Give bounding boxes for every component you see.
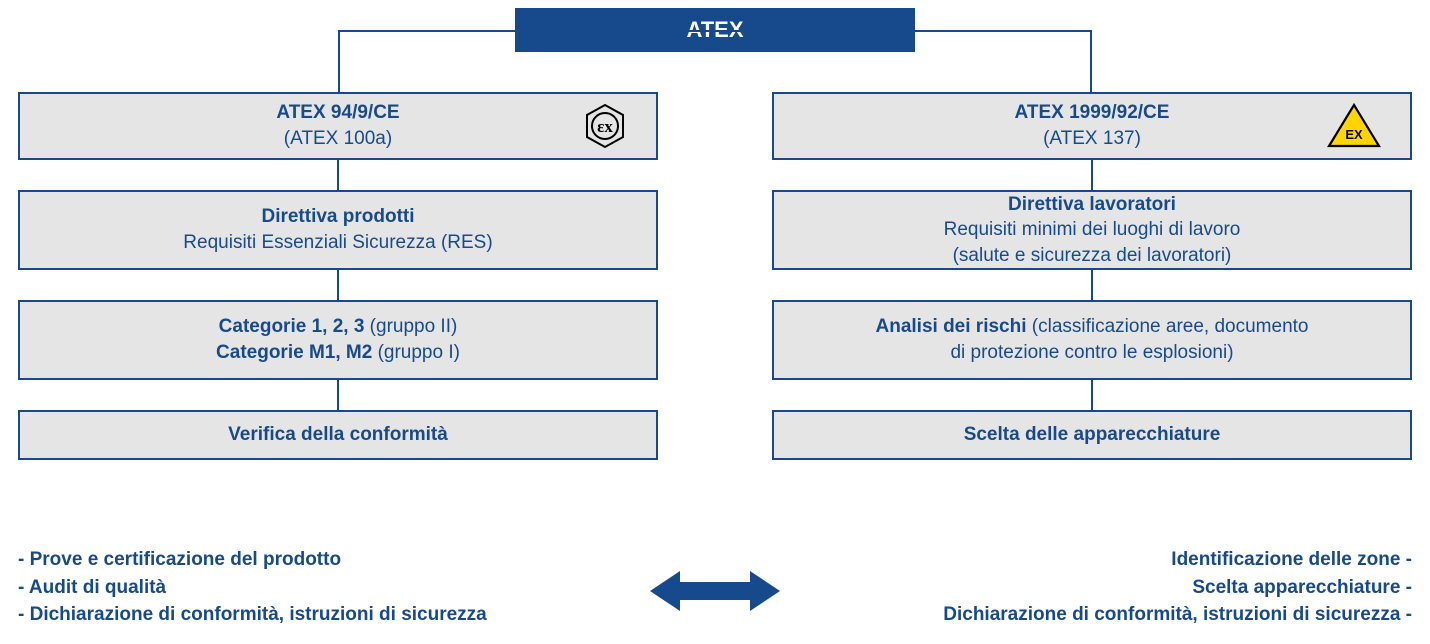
bottom-section: - Prove e certificazione del prodotto - …	[18, 546, 1412, 629]
right-header-title: ATEX 1999/92/CE	[1015, 102, 1170, 123]
bidirectional-arrow-icon	[650, 555, 780, 620]
connector-line	[1091, 160, 1093, 190]
right-body1-sub: Requisiti minimi dei luoghi di lavoro	[944, 219, 1241, 240]
bullet: - Prove e certificazione del prodotto	[18, 546, 487, 574]
left-footer-box: Verifica della conformità	[18, 410, 658, 460]
left-body1-title: Direttiva prodotti	[261, 206, 414, 227]
left-footer-title: Verifica della conformità	[34, 422, 642, 448]
right-b2-l2r: di protezione contro le esplosioni)	[950, 342, 1233, 363]
right-body1-sub2: (salute e sicurezza dei lavoratori)	[953, 245, 1232, 266]
left-body2-box: Categorie 1, 2, 3 (gruppo II) Categorie …	[18, 300, 658, 380]
right-bullets: Identificazione delle zone - Scelta appa…	[943, 546, 1412, 629]
right-branch: ATEX 1999/92/CE (ATEX 137) EX Direttiva …	[772, 92, 1412, 460]
bullet: Dichiarazione di conformità, istruzioni …	[943, 601, 1412, 629]
left-b2-l1r: (gruppo II)	[364, 316, 457, 337]
left-body1-sub: Requisiti Essenziali Sicurezza (RES)	[183, 232, 492, 253]
left-b2-l2r: (gruppo I)	[372, 342, 460, 363]
left-header-box: ATEX 94/9/CE (ATEX 100a) εx	[18, 92, 658, 160]
connector-line	[337, 160, 339, 190]
bullet: - Dichiarazione di conformità, istruzion…	[18, 601, 487, 629]
svg-text:εx: εx	[597, 117, 613, 136]
left-bullets: - Prove e certificazione del prodotto - …	[18, 546, 487, 629]
right-header-box: ATEX 1999/92/CE (ATEX 137) EX	[772, 92, 1412, 160]
left-header-title: ATEX 94/9/CE	[276, 102, 399, 123]
tree-connector	[338, 30, 1092, 92]
right-body2-box: Analisi dei rischi (classificazione aree…	[772, 300, 1412, 380]
bullet: Scelta apparecchiature -	[943, 574, 1412, 602]
bullet: - Audit di qualità	[18, 574, 487, 602]
right-body1-box: Direttiva lavoratori Requisiti minimi de…	[772, 190, 1412, 270]
right-b2-l1b: Analisi dei rischi	[876, 316, 1027, 337]
right-body1-title: Direttiva lavoratori	[1008, 194, 1176, 215]
left-b2-l2b: Categorie M1, M2	[216, 342, 372, 363]
right-footer-box: Scelta delle apparecchiature	[772, 410, 1412, 460]
right-header-subtitle: (ATEX 137)	[1043, 128, 1141, 149]
connector-line	[1091, 380, 1093, 410]
ex-hex-icon: εx	[582, 103, 628, 149]
connector-line	[337, 380, 339, 410]
left-b2-l1b: Categorie 1, 2, 3	[219, 316, 365, 337]
left-branch: ATEX 94/9/CE (ATEX 100a) εx Direttiva pr…	[18, 92, 658, 460]
right-footer-title: Scelta delle apparecchiature	[788, 422, 1396, 448]
svg-text:EX: EX	[1345, 127, 1363, 142]
bullet: Identificazione delle zone -	[943, 546, 1412, 574]
right-b2-l1r: (classificazione aree, documento	[1027, 316, 1309, 337]
left-body1-box: Direttiva prodotti Requisiti Essenziali …	[18, 190, 658, 270]
ex-triangle-icon: EX	[1326, 102, 1382, 150]
left-header-subtitle: (ATEX 100a)	[284, 128, 392, 149]
connector-line	[1091, 270, 1093, 300]
connector-line	[337, 270, 339, 300]
